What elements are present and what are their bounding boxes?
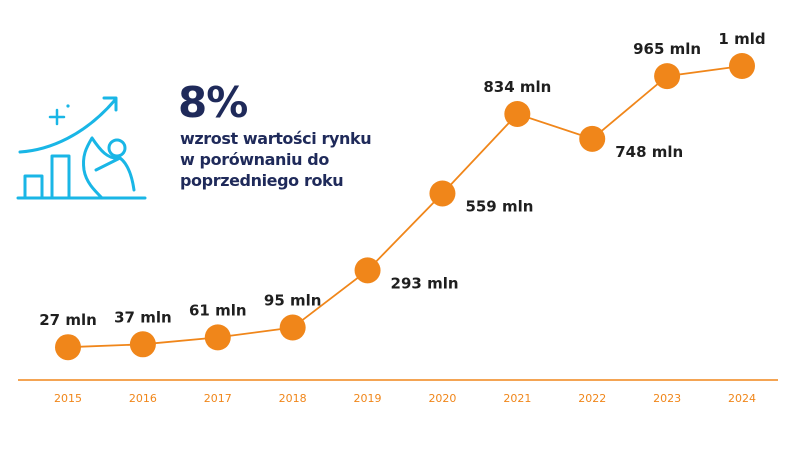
data-label-2015: 27 mln — [39, 311, 97, 329]
series-line — [67, 65, 743, 349]
data-label-2017: 61 mln — [189, 301, 247, 319]
data-label-2018: 95 mln — [264, 292, 322, 310]
data-point-2023 — [654, 63, 681, 90]
x-tick-label-2019: 2019 — [354, 392, 382, 405]
data-label-2023: 965 mln — [633, 40, 701, 58]
x-tick-label-2024: 2024 — [728, 392, 756, 405]
data-label-2022: 748 mln — [615, 143, 683, 161]
x-tick-label-2015: 2015 — [54, 392, 82, 405]
data-point-2022 — [579, 125, 606, 152]
data-point-2016 — [129, 331, 156, 358]
x-tick-label-2017: 2017 — [204, 392, 232, 405]
data-point-2020 — [429, 180, 456, 207]
x-tick-label-2020: 2020 — [428, 392, 456, 405]
data-label-2019: 293 mln — [391, 274, 459, 292]
x-tick-label-2016: 2016 — [129, 392, 157, 405]
data-point-2019 — [354, 257, 381, 284]
growth-chart-person-icon — [16, 96, 147, 200]
headline-description: wzrost wartości rynku w porównaniu do po… — [180, 129, 372, 190]
data-point-2024 — [729, 53, 755, 79]
headline-percent: 8% — [178, 78, 248, 127]
data-point-2021 — [504, 100, 531, 127]
x-tick-label-2022: 2022 — [578, 392, 606, 405]
data-point-2018 — [279, 314, 306, 341]
x-tick-label-2023: 2023 — [653, 392, 681, 405]
data-label-2020: 559 mln — [465, 197, 533, 215]
data-point-2015 — [55, 334, 81, 361]
data-label-2016: 37 mln — [114, 308, 172, 326]
x-tick-label-2018: 2018 — [279, 392, 307, 405]
data-label-2021: 834 mln — [483, 78, 551, 96]
data-label-2024: 1 mld — [718, 30, 765, 48]
x-tick-label-2021: 2021 — [503, 392, 531, 405]
data-point-2017 — [204, 324, 231, 351]
